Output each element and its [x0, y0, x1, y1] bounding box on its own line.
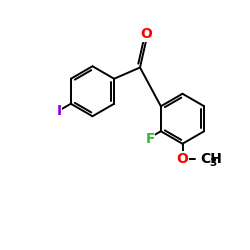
- Text: F: F: [145, 132, 155, 146]
- Text: O: O: [176, 152, 188, 166]
- Text: 3: 3: [210, 158, 217, 168]
- Text: I: I: [56, 104, 62, 118]
- Text: CH: CH: [200, 152, 222, 166]
- Text: O: O: [140, 28, 152, 42]
